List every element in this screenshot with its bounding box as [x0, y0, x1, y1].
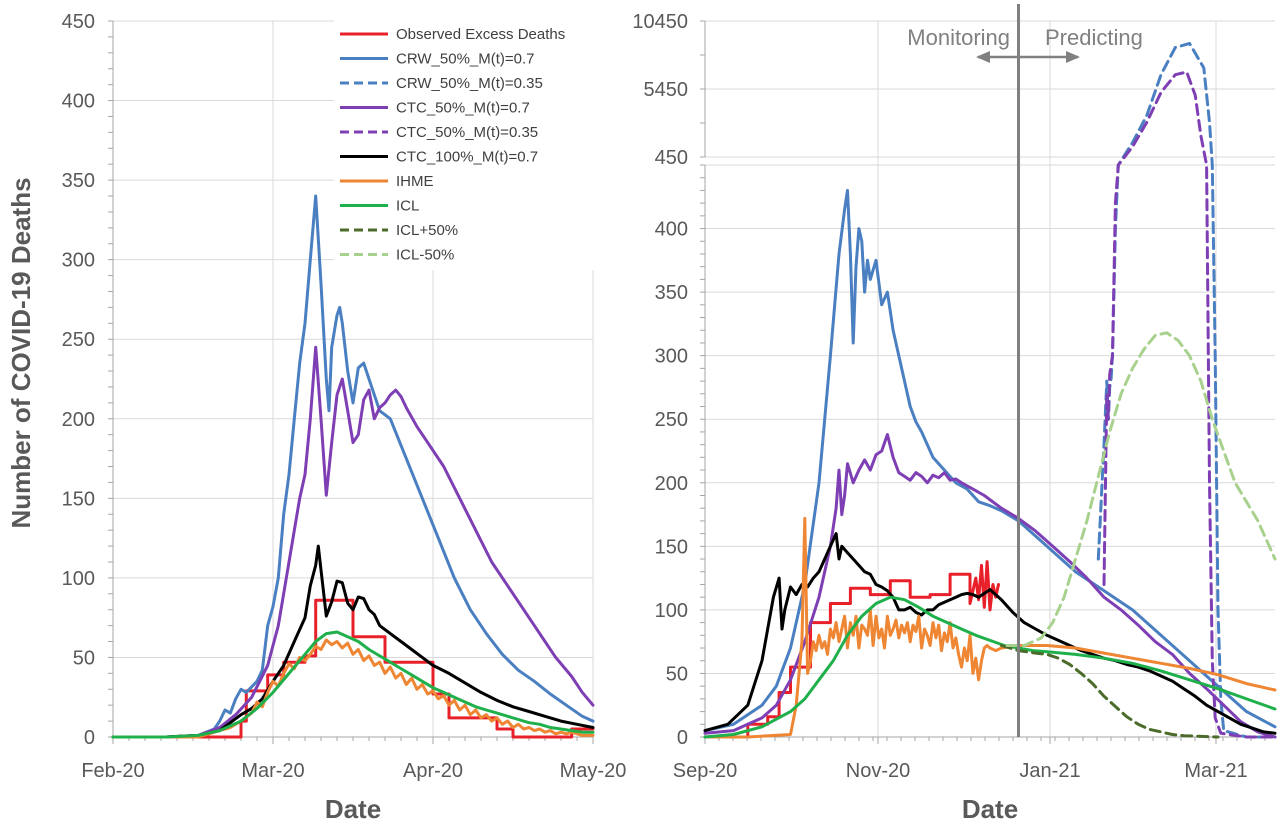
annotation-monitoring: Monitoring	[907, 25, 1010, 50]
y-tick-label: 50	[73, 647, 95, 669]
legend-label-crw-50-m-t-0-35: CRW_50%_M(t)=0.35	[396, 75, 543, 92]
legend-label-ctc-50-m-t-0-7: CTC_50%_M(t)=0.7	[396, 100, 530, 117]
y-tick-label: 350	[655, 282, 688, 304]
y-tick-label: 350	[62, 170, 95, 192]
series-line-crw-50-m-t-0-7	[703, 188, 1277, 733]
series-line-crw-50-m-t-0-35	[1096, 41, 1277, 739]
y-tick-label: 300	[655, 346, 688, 368]
series-line-icl	[703, 595, 1277, 739]
y-tick-label: 150	[62, 488, 95, 510]
arrow-left-icon	[976, 51, 990, 63]
series-line-icl	[111, 630, 595, 739]
y-tick-label: 50	[666, 663, 688, 685]
series-line-ctc-50-m-t-0-7	[111, 345, 595, 739]
legend: Observed Excess Deaths CRW_50%_M(t)=0.7 CR…	[334, 20, 600, 270]
legend-background	[334, 20, 600, 270]
y-tick-label-upper: 10450	[632, 11, 688, 33]
series-line-icl-50	[999, 644, 1220, 739]
x-axis-title: Date	[962, 794, 1018, 824]
series-line-icl-50	[1005, 331, 1277, 647]
x-tick-label: Mar-20	[241, 760, 304, 782]
legend-label-icl-50: ICL+50%	[396, 222, 458, 239]
legend-label-crw-50-m-t-0-7: CRW_50%_M(t)=0.7	[396, 51, 535, 68]
y-tick-label: 0	[677, 727, 688, 749]
left-panel-chart: 0 50 100 150 200 250 300 350 400 450 Feb-20 Mar-20 A…	[62, 11, 627, 824]
series-line-ctc-100-m-t-0-7	[111, 544, 595, 739]
legend-label-icl: ICL	[396, 198, 419, 215]
y-tick-label-upper: 450	[655, 147, 688, 169]
y-tick-label: 150	[655, 536, 688, 558]
series-line-ctc-50-m-t-0-35	[1102, 70, 1277, 739]
legend-label-observed-excess-deaths: Observed Excess Deaths	[396, 26, 565, 43]
legend-label-ctc-100-m-t-0-7: CTC_100%_M(t)=0.7	[396, 149, 538, 166]
y-tick-label-upper: 5450	[644, 79, 689, 101]
y-tick-label: 250	[62, 329, 95, 351]
x-tick-label: Jan-21	[1019, 760, 1080, 782]
y-axis-title: Number of COVID-19 Deaths	[6, 177, 36, 528]
y-tick-label: 450	[62, 11, 95, 33]
x-tick-label: May-20	[560, 760, 627, 782]
series-line-crw-50-m-t-0-7	[111, 194, 595, 739]
series-line-ctc-100-m-t-0-7	[703, 532, 1277, 735]
y-tick-label: 100	[62, 568, 95, 590]
x-axis-title: Date	[325, 794, 381, 824]
arrow-right-icon	[1066, 51, 1080, 63]
series-line-observed-excess-deaths	[746, 560, 1000, 739]
x-tick-label: Feb-20	[81, 760, 144, 782]
x-tick-label: Apr-20	[403, 760, 463, 782]
legend-label-icl-50: ICL-50%	[396, 247, 454, 264]
y-tick-label: 100	[655, 600, 688, 622]
right-panel-chart: 0 50 100 150 200 250 300 350 400 450 5450 10450 Sep-…	[632, 4, 1277, 824]
series-line-ihme	[111, 638, 595, 739]
legend-label-ihme: IHME	[396, 173, 434, 190]
y-tick-label: 300	[62, 250, 95, 272]
x-tick-label: Sep-20	[673, 760, 738, 782]
y-tick-label: 0	[84, 727, 95, 749]
y-tick-label: 200	[655, 473, 688, 495]
annotation-predicting: Predicting	[1045, 25, 1143, 50]
series-line-observed-excess-deaths	[111, 598, 595, 739]
x-tick-label: Nov-20	[846, 760, 910, 782]
y-tick-label: 400	[655, 219, 688, 241]
y-tick-label: 250	[655, 409, 688, 431]
y-tick-label: 200	[62, 409, 95, 431]
series-line-ihme	[703, 516, 1277, 739]
y-tick-label: 400	[62, 91, 95, 113]
x-tick-label: Mar-21	[1184, 760, 1247, 782]
legend-label-ctc-50-m-t-0-35: CTC_50%_M(t)=0.35	[396, 124, 538, 141]
series-line-ctc-50-m-t-0-7	[703, 433, 1277, 739]
